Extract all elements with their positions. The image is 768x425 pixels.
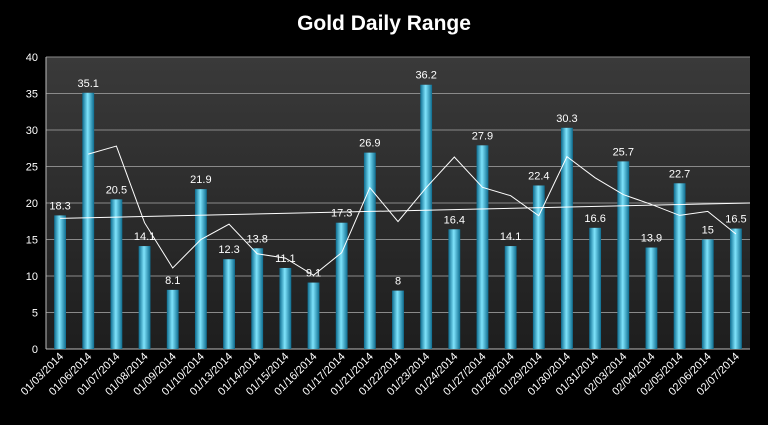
bar <box>166 289 179 349</box>
y-tick-label: 15 <box>26 235 38 247</box>
data-label: 35.1 <box>78 78 99 90</box>
data-label: 16.6 <box>584 213 605 225</box>
data-label: 14.1 <box>134 231 155 243</box>
data-label: 11.1 <box>275 253 296 265</box>
data-label: 9.1 <box>306 268 321 280</box>
bar <box>392 290 404 349</box>
bar <box>673 183 686 349</box>
data-label: 17.3 <box>331 208 352 220</box>
bar <box>110 199 123 349</box>
bar <box>251 248 264 349</box>
data-label: 12.3 <box>218 244 239 256</box>
bar <box>420 84 433 350</box>
data-label: 22.7 <box>669 168 690 180</box>
data-label: 25.7 <box>613 146 634 158</box>
bar <box>223 259 235 349</box>
data-label: 27.9 <box>472 130 493 142</box>
bar <box>701 239 714 349</box>
y-tick-label: 0 <box>32 344 38 356</box>
y-tick-label: 5 <box>32 308 38 320</box>
data-label: 14.1 <box>500 231 521 243</box>
bar <box>363 152 376 349</box>
data-label: 13.9 <box>641 233 662 245</box>
bar <box>138 246 151 349</box>
bar <box>504 246 517 349</box>
bar <box>476 145 489 349</box>
trend-line <box>60 202 751 219</box>
data-label: 22.4 <box>528 170 549 182</box>
data-label: 30.3 <box>556 113 577 125</box>
bar <box>194 189 207 349</box>
y-tick-label: 20 <box>26 198 38 210</box>
moving-average-line <box>88 145 737 276</box>
data-label: 26.9 <box>359 138 380 150</box>
bar <box>279 267 292 349</box>
bar <box>617 161 630 349</box>
bar <box>448 229 461 349</box>
bar <box>532 185 545 349</box>
data-label: 20.5 <box>106 184 127 196</box>
data-label: 36.2 <box>415 70 436 82</box>
data-label: 16.5 <box>725 214 746 226</box>
bar <box>561 127 573 349</box>
y-tick-label: 35 <box>26 89 38 101</box>
data-label: 8.1 <box>165 275 180 287</box>
y-tick-label: 40 <box>26 52 38 64</box>
bar <box>54 215 66 349</box>
y-tick-label: 25 <box>26 162 38 174</box>
y-tick-label: 10 <box>26 271 38 283</box>
bar <box>82 92 95 350</box>
bar <box>645 247 658 349</box>
chart-title: Gold Daily Range <box>297 12 471 35</box>
bar <box>589 227 602 349</box>
data-label: 15 <box>702 225 714 237</box>
data-label: 21.9 <box>190 174 211 186</box>
data-label: 8 <box>395 276 401 288</box>
data-label: 16.4 <box>444 214 465 226</box>
bar <box>730 228 742 349</box>
data-label: 13.8 <box>246 233 267 245</box>
y-tick-label: 30 <box>26 125 38 137</box>
bar <box>307 282 320 349</box>
data-label: 18.3 <box>49 200 70 212</box>
bar <box>335 222 348 349</box>
